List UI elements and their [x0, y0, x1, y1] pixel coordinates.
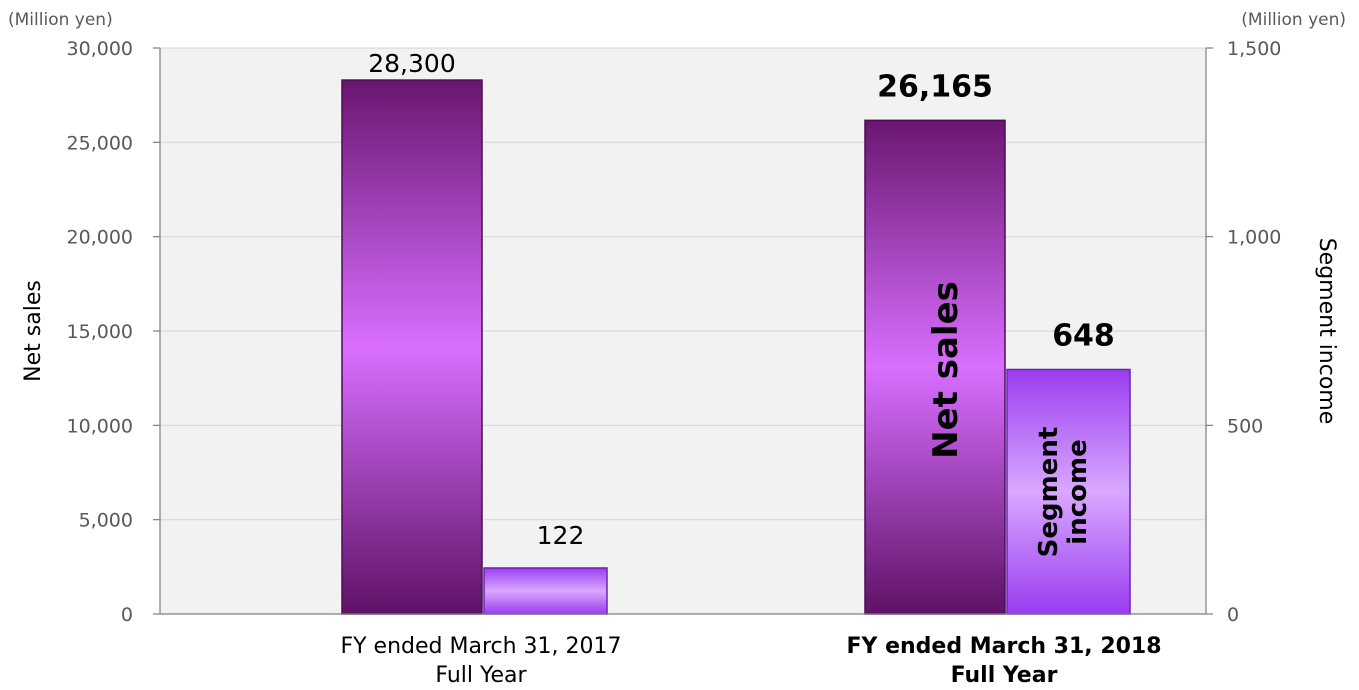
right-tick-label: 1,500 [1227, 38, 1281, 60]
bar-net-sales [341, 79, 483, 615]
right-tick-label: 0 [1227, 604, 1239, 626]
right-axis-unit: (Million yen) [1241, 10, 1346, 30]
data-label-net-sales: 26,165 [877, 69, 993, 104]
category-label-line1: FY ended March 31, 2017 [340, 634, 621, 659]
left-tick-label: 5,000 [79, 510, 133, 532]
in-bar-label-segment-line1: Segment [1034, 427, 1064, 558]
bar-net-sales [864, 119, 1006, 615]
category-label-line2: Full Year [951, 663, 1058, 688]
left-axis-title: Net sales [21, 280, 46, 382]
bar-segment-income [483, 567, 608, 615]
in-bar-label-segment-line2: income [1063, 439, 1093, 544]
data-label-net-sales: 28,300 [368, 49, 455, 78]
right-tick-label: 500 [1227, 415, 1263, 437]
category-label-line2: Full Year [435, 663, 527, 688]
right-tick-label: 1,000 [1227, 227, 1281, 249]
left-tick-label: 20,000 [67, 227, 133, 249]
category-label-line1: FY ended March 31, 2018 [846, 634, 1161, 659]
right-axis-title: Segment income [1314, 238, 1339, 425]
left-tick-label: 25,000 [67, 132, 133, 154]
left-tick-label: 10,000 [67, 415, 133, 437]
left-tick-label: 0 [121, 604, 133, 626]
left-tick-label: 30,000 [67, 38, 133, 60]
data-label-segment-income: 122 [537, 521, 585, 550]
left-tick-label: 15,000 [67, 321, 133, 343]
data-label-segment-income: 648 [1052, 318, 1115, 353]
left-axis-unit: (Million yen) [8, 10, 113, 30]
in-bar-label-net-sales: Net sales [926, 281, 966, 459]
